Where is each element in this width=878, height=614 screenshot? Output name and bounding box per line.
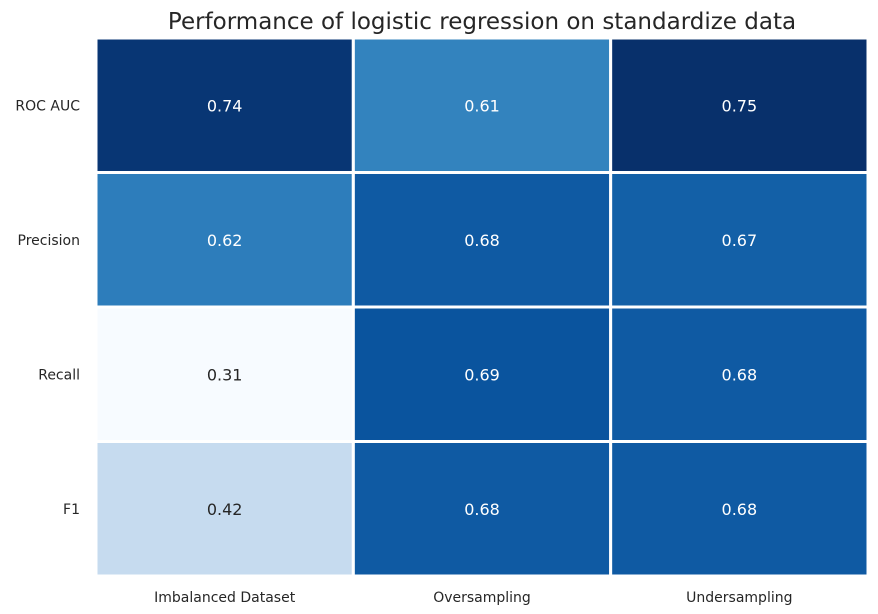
heatmap-cell xyxy=(94,36,355,174)
heatmap-value-label: 0.69 xyxy=(464,365,500,384)
heatmap-value-label: 0.68 xyxy=(464,500,500,519)
heatmap-cell xyxy=(94,440,355,578)
y-axis-tick-label: F1 xyxy=(63,502,80,518)
y-axis-tick-label: Precision xyxy=(18,233,80,249)
heatmap-value-labels: 0.74 0.61 0.75 0.62 0.68 0.67 0.31 0.69 0.68 0.42… xyxy=(207,96,757,519)
x-axis-tick-label: Undersampling xyxy=(686,590,792,606)
heatmap-value-label: 0.62 xyxy=(207,231,243,250)
heatmap-value-label: 0.68 xyxy=(464,231,500,250)
heatmap-cell xyxy=(609,36,870,174)
heatmap-value-label: 0.75 xyxy=(722,96,758,115)
x-axis-tick-label: Oversampling xyxy=(433,590,531,606)
heatmap-cell xyxy=(609,440,870,578)
heatmap-cell xyxy=(609,171,870,309)
heatmap-value-label: 0.31 xyxy=(207,365,243,384)
heatmap-value-label: 0.74 xyxy=(207,96,243,115)
y-axis-tick-label: ROC AUC xyxy=(15,98,80,114)
heatmap-value-label: 0.68 xyxy=(722,365,758,384)
heatmap-cells xyxy=(94,36,870,578)
y-axis-tick-labels: ROC AUC Precision Recall F1 xyxy=(15,98,80,518)
heatmap-value-label: 0.42 xyxy=(207,500,243,519)
y-axis-tick-label: Recall xyxy=(38,367,80,383)
heatmap-value-label: 0.61 xyxy=(464,96,500,115)
x-axis-tick-label: Imbalanced Dataset xyxy=(154,590,296,606)
heatmap-value-label: 0.67 xyxy=(722,231,758,250)
heatmap-cell xyxy=(351,305,613,443)
heatmap-value-label: 0.68 xyxy=(722,500,758,519)
heatmap-cell xyxy=(351,36,613,174)
x-axis-tick-labels: Imbalanced Dataset Oversampling Undersampl… xyxy=(154,590,792,606)
chart-title: Performance of logistic regression on st… xyxy=(168,9,796,35)
